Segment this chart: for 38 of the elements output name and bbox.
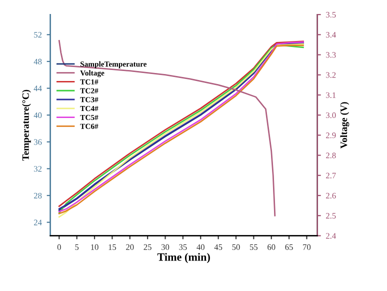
y-tick-label: 52 <box>34 32 42 38</box>
y2-tick-label: 3.5 <box>326 12 336 18</box>
y2-tick-label: 2.5 <box>326 212 336 219</box>
x-tick-label: 60 <box>268 244 276 250</box>
y-tick-label: 36 <box>34 139 42 145</box>
y2-tick-label: 2.7 <box>326 172 336 178</box>
y-tick-label: 28 <box>34 192 42 198</box>
y-tick-label: 48 <box>34 58 42 64</box>
y-tick-label: 40 <box>34 112 42 118</box>
x-tick-label: 5 <box>75 244 79 250</box>
y2-tick-label: 3.2 <box>326 72 336 78</box>
y2-tick-label: 2.6 <box>326 192 336 199</box>
x-tick-label: 65 <box>285 244 293 250</box>
x-tick-label: 25 <box>144 244 152 250</box>
x-tick-label: 20 <box>126 244 134 250</box>
y2-tick-label: 2.4 <box>326 233 336 239</box>
y-tick-label: 32 <box>34 166 42 172</box>
y2-tick-label: 3.0 <box>326 112 336 118</box>
y2-axis-title: Voltage (V) <box>340 102 350 148</box>
x-tick-label: 0 <box>57 244 61 250</box>
x-tick-label: 45 <box>214 244 222 250</box>
y-axis-title: Temperature(°C) <box>22 90 31 161</box>
x-tick-label: 35 <box>179 244 187 250</box>
y2-tick-label: 3.1 <box>326 92 336 98</box>
y2-tick-label: 2.8 <box>326 152 336 158</box>
y-tick-label: 24 <box>34 220 42 226</box>
y2-tick-label: 3.4 <box>326 32 336 38</box>
x-axis-title: Time (min) <box>157 252 210 264</box>
y2-tick-label: 2.9 <box>326 132 336 138</box>
x-tick-label: 50 <box>232 244 240 250</box>
y-tick-label: 44 <box>34 86 42 92</box>
x-tick-label: 10 <box>91 244 98 250</box>
x-tick-label: 70 <box>303 244 311 250</box>
x-tick-label: 15 <box>108 244 116 250</box>
x-tick-label: 40 <box>196 244 204 250</box>
y2-tick-label: 3.3 <box>326 52 336 58</box>
x-tick-label: 30 <box>161 244 170 250</box>
x-tick-label: 55 <box>250 244 258 250</box>
